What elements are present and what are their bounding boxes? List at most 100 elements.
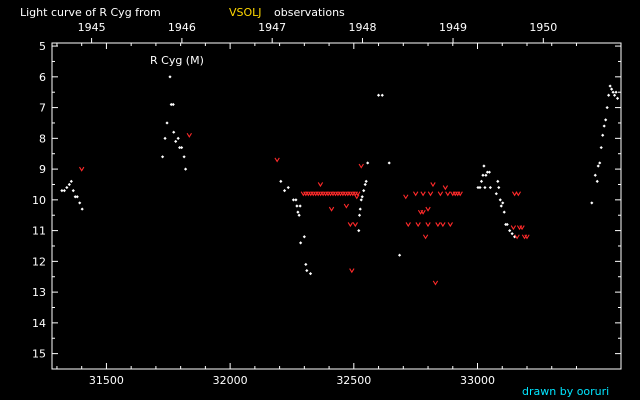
visual-estimate-point (80, 207, 84, 211)
visual-estimate-point (183, 167, 188, 171)
fainter-than-point (442, 185, 449, 191)
visual-estimate-point (595, 179, 599, 183)
fainter-than-point (514, 234, 520, 240)
fainter-than-point (349, 268, 355, 274)
y-tick-label: 14 (32, 317, 46, 330)
visual-estimate-point (605, 105, 609, 110)
fainter-than-point (354, 194, 360, 200)
fainter-than-point (412, 191, 419, 197)
x-tick-label: 33000 (460, 374, 495, 387)
visual-estimate-point (498, 198, 502, 202)
y-tick-label: 5 (39, 40, 46, 53)
visual-estimate-point (362, 189, 366, 193)
visual-estimate-point (67, 182, 71, 187)
visual-estimate-point (295, 204, 299, 208)
fainter-than-point (432, 280, 439, 286)
plot-frame (51, 42, 622, 370)
chart-title-suffix: observations (274, 6, 345, 19)
fainter-than-point (425, 206, 431, 212)
visual-estimate-point (364, 179, 368, 183)
visual-estimate-point (366, 161, 370, 165)
visual-estimate-point (397, 253, 402, 257)
visual-estimate-point (599, 145, 603, 150)
visual-estimate-point (358, 207, 362, 211)
visual-estimate-point (510, 232, 514, 236)
visual-estimate-point (71, 189, 75, 193)
visual-estimate-point (380, 93, 384, 97)
x-tick-label: 32500 (336, 374, 371, 387)
visual-estimate-point (360, 195, 364, 199)
visual-estimate-point (611, 90, 615, 94)
visual-estimate-point (499, 204, 503, 208)
visual-estimate-point (614, 90, 618, 94)
star-label: R Cyg (M) (150, 54, 204, 67)
x-tick-label: 32000 (213, 374, 248, 387)
year-label: 1946 (168, 21, 196, 34)
fainter-than-point (524, 234, 530, 240)
visual-estimate-point (165, 121, 169, 125)
year-label: 1945 (78, 21, 106, 34)
visual-estimate-point (482, 164, 486, 168)
visual-estimate-point (615, 96, 620, 100)
year-label: 1950 (529, 21, 557, 34)
visual-estimate-point (608, 84, 612, 88)
visual-estimate-point (282, 189, 287, 193)
year-label: 1949 (439, 21, 467, 34)
fainter-than-point (328, 206, 335, 212)
visual-estimate-point (601, 133, 605, 137)
visual-estimate-point (485, 170, 490, 174)
visual-estimate-point (163, 136, 167, 140)
fainter-than-point (79, 166, 85, 172)
visual-estimate-point (65, 185, 69, 190)
chart-title-source: VSOLJ (229, 6, 262, 19)
y-tick-label: 15 (32, 348, 46, 361)
visual-estimate-point (357, 213, 362, 217)
visual-estimate-point (484, 173, 488, 177)
visual-estimate-point (308, 272, 313, 276)
visual-estimate-point (279, 179, 283, 183)
y-tick-label: 9 (39, 163, 46, 176)
fainter-than-point (519, 225, 525, 231)
visual-estimate-point (75, 195, 79, 199)
fainter-than-point (358, 163, 364, 169)
fainter-than-point (420, 209, 426, 215)
y-tick-label: 11 (32, 225, 46, 238)
y-tick-label: 12 (32, 255, 46, 268)
y-tick-label: 6 (39, 71, 46, 84)
fainter-than-point (403, 194, 409, 200)
visual-estimate-point (505, 222, 509, 227)
visual-estimate-point (483, 185, 487, 190)
visual-estimate-point (488, 185, 492, 190)
fainter-than-point (347, 222, 354, 228)
fainter-than-point (352, 222, 358, 228)
fainter-than-point (274, 157, 280, 163)
visual-estimate-point (497, 185, 501, 190)
fainter-than-point (437, 191, 444, 197)
fainter-than-point (447, 222, 453, 228)
visual-estimate-point (602, 124, 606, 128)
y-axis: 5 6 7 8 9 10 11 12 13 14 15 (32, 40, 621, 370)
visual-estimate-point (596, 164, 600, 168)
visual-estimate-point (78, 201, 82, 205)
y-tick-label: 7 (39, 102, 46, 115)
visual-estimate-point (180, 145, 184, 150)
fainter-than-point (343, 203, 350, 209)
visual-estimate-point (593, 173, 597, 177)
fainter-than-point (427, 191, 434, 197)
visual-estimate-point (294, 198, 298, 202)
y-tick-label: 8 (39, 132, 46, 145)
fainter-than-point (435, 222, 441, 228)
credit-box (518, 383, 640, 400)
visual-estimate-point (478, 185, 482, 190)
visual-estimate-point (359, 198, 363, 202)
visual-estimate-point (604, 118, 608, 122)
visual-estimate-point (69, 179, 73, 183)
visual-estimate-point (302, 235, 306, 239)
visual-estimate-point (487, 170, 491, 174)
fainter-than-point (422, 234, 429, 240)
fainter-than-point (186, 132, 192, 138)
x-axis: 31500 32000 32500 33000 (56, 43, 577, 387)
visual-estimate-point (609, 87, 614, 91)
